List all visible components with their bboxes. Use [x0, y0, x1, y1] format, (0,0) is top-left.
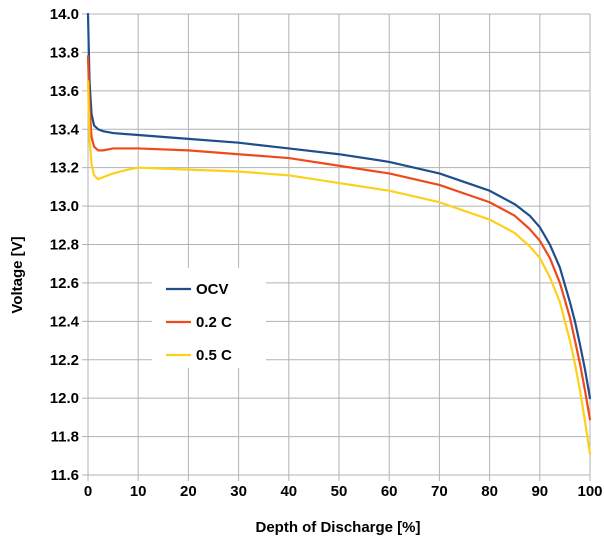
x-tick-label: 80	[481, 483, 498, 500]
plot-frame	[87, 13, 591, 476]
x-tick-label: 20	[180, 483, 197, 500]
x-tick-label: 60	[381, 483, 398, 500]
legend-label: OCV	[196, 281, 229, 298]
x-tick-label: 90	[531, 483, 548, 500]
y-tick-label: 12.6	[50, 275, 79, 292]
x-tick-labels: 0 10 20 30 40 50 60 70 80 90 100	[84, 483, 603, 500]
y-tick-label: 13.4	[50, 121, 80, 138]
x-tick-label: 70	[431, 483, 448, 500]
x-tick-label: 40	[280, 483, 297, 500]
y-tick-label: 13.6	[50, 83, 79, 100]
legend-box	[152, 268, 266, 368]
y-tick-label: 12.4	[50, 313, 80, 330]
series-line-1	[86, 55, 592, 421]
y-axis-label: Voltage [V]	[9, 236, 26, 313]
x-tick-label: 100	[577, 483, 602, 500]
legend-label: 0.5 C	[196, 347, 232, 364]
y-tick-label: 11.6	[51, 467, 79, 484]
x-tick-label: 30	[230, 483, 247, 500]
x-axis-label: Depth of Discharge [%]	[255, 519, 420, 536]
series-line-2	[86, 80, 592, 455]
legend-label: 0.2 C	[196, 314, 232, 331]
y-tick-label: 14.0	[50, 6, 79, 23]
legend: OCV 0.2 C 0.5 C	[152, 268, 266, 368]
x-tick-label: 0	[84, 483, 92, 500]
y-tick-label: 12.0	[50, 390, 79, 407]
y-tick-label: 12.8	[50, 237, 79, 254]
axes	[82, 13, 591, 481]
y-tick-label: 12.2	[50, 352, 79, 369]
y-tick-labels: 11.6 11.8 12.0 12.2 12.4 12.6 12.8 13.0 13.2 13.4…	[50, 6, 80, 484]
x-tick-label: 50	[331, 483, 348, 500]
x-tick-label: 10	[130, 483, 147, 500]
y-tick-label: 13.0	[50, 198, 79, 215]
y-tick-label: 13.2	[50, 160, 79, 177]
y-tick-label: 13.8	[50, 44, 79, 61]
series-lines	[86, 12, 592, 455]
series-line-0	[86, 12, 592, 400]
y-tick-label: 11.8	[51, 429, 79, 446]
grid-lines	[87, 13, 591, 476]
